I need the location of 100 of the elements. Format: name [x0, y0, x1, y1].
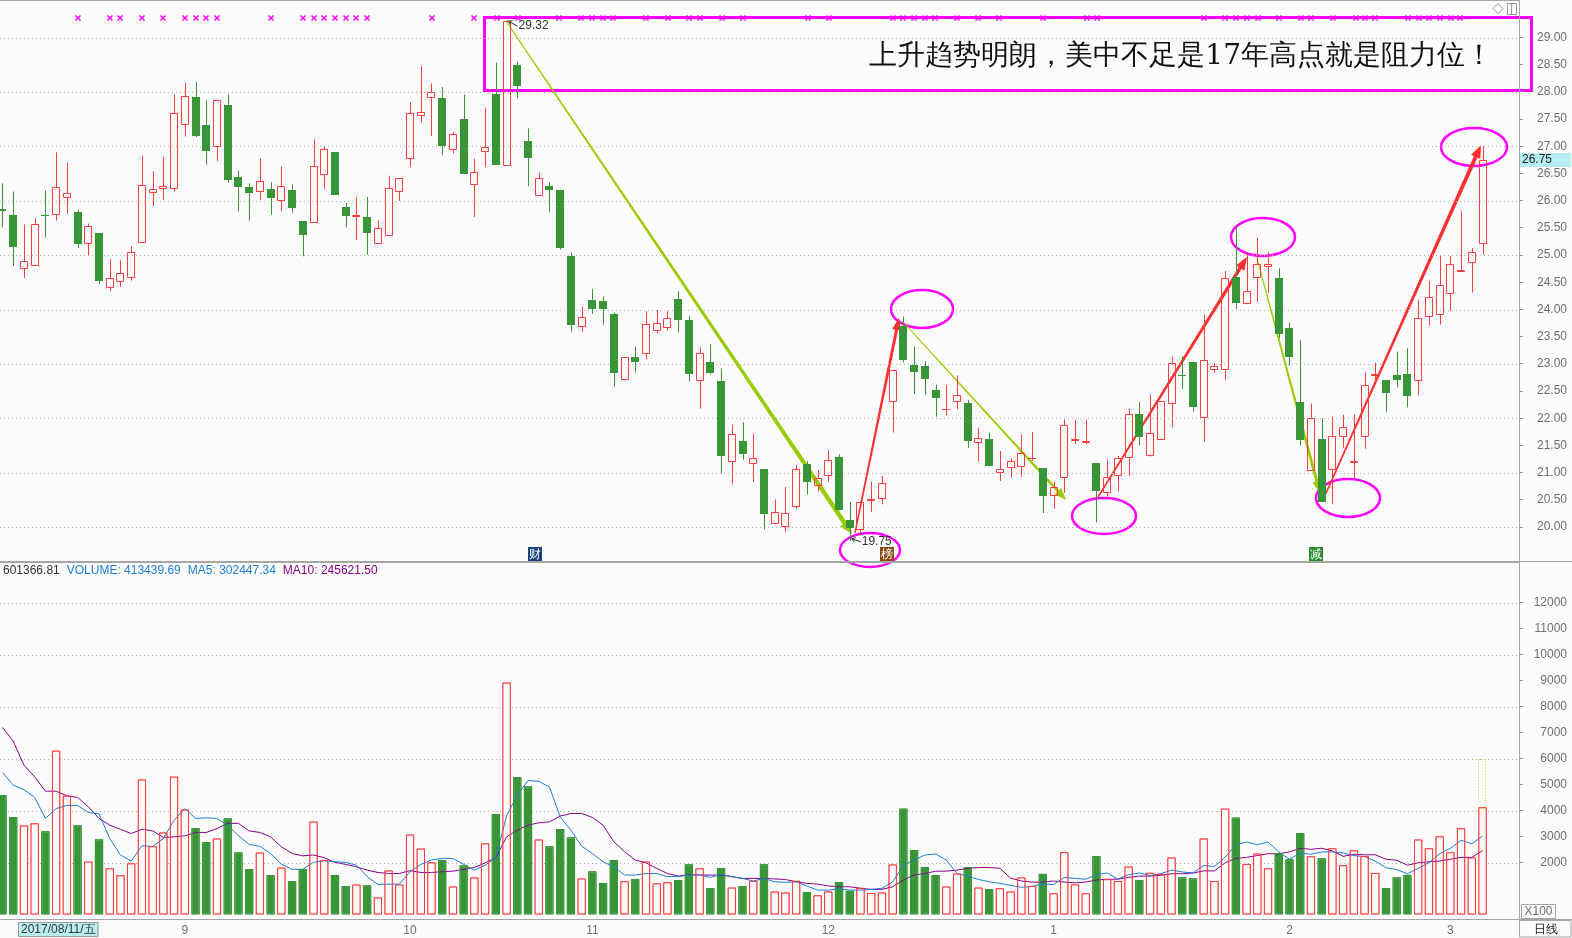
text: MA5: 302447.34 — [187, 563, 277, 578]
candlestick — [1393, 350, 1401, 388]
candlestick — [663, 310, 671, 332]
candlestick — [470, 158, 478, 218]
candlestick — [792, 464, 800, 510]
text: 日线 — [1533, 922, 1558, 937]
candlestick — [363, 196, 371, 256]
candlestick — [310, 138, 318, 223]
annotation: 19.75 — [861, 534, 893, 549]
y-tick-label: 28.00 — [1536, 84, 1568, 99]
candlestick — [1146, 393, 1154, 456]
candlestick — [631, 346, 639, 374]
candlestick — [889, 370, 897, 434]
candlestick — [342, 202, 350, 228]
y-tick-label: 22.50 — [1536, 383, 1568, 398]
annotation: 榜 — [881, 546, 893, 561]
candlestick — [1414, 299, 1422, 397]
candlestick — [749, 433, 757, 483]
candlestick — [1264, 251, 1272, 294]
candlestick — [1060, 418, 1068, 494]
candlestick — [1082, 419, 1090, 443]
candlestick — [31, 217, 39, 266]
y-tick-label: 20.00 — [1536, 519, 1568, 534]
candlestick — [588, 288, 596, 315]
candlestick — [52, 151, 60, 222]
candlestick — [1446, 255, 1454, 312]
candlestick — [1328, 416, 1336, 505]
y-tick-label: 29.00 — [1536, 29, 1568, 44]
annotation: 601366.81 — [3, 563, 61, 578]
candlestick — [932, 384, 940, 418]
candlestick — [385, 175, 393, 236]
candlestick — [953, 374, 961, 410]
candlestick — [63, 162, 71, 215]
candlestick — [277, 165, 285, 212]
annotation: 29.32 — [518, 18, 549, 33]
candlestick — [1425, 280, 1433, 326]
text: 26.75 — [1522, 152, 1553, 167]
candlestick — [1168, 355, 1176, 429]
candlestick — [481, 107, 489, 168]
text: MA10: 245621.50 — [282, 563, 378, 578]
candlestick — [84, 223, 92, 256]
y-tick-label: 10000 — [1533, 647, 1568, 662]
candlestick — [921, 360, 929, 396]
candlestick — [395, 178, 403, 202]
candlestick — [1253, 237, 1261, 303]
y-tick-label: 22.00 — [1536, 410, 1568, 425]
y-tick-label: 23.50 — [1536, 329, 1568, 344]
candlestick — [535, 171, 543, 196]
candlestick — [299, 220, 307, 257]
y-tick-label: 21.50 — [1536, 437, 1568, 452]
y-tick-label: 21.00 — [1536, 465, 1568, 480]
candlestick — [824, 449, 832, 482]
candlestick — [513, 60, 521, 99]
candlestick — [320, 145, 328, 190]
candlestick — [706, 343, 714, 375]
candlestick — [1017, 434, 1025, 478]
candlestick — [1243, 251, 1251, 304]
y-tick-label: 26.50 — [1536, 165, 1568, 180]
candlestick — [149, 170, 157, 207]
y-tick-label: 25.50 — [1536, 220, 1568, 235]
candlestick — [996, 450, 1004, 482]
y-tick-label: 11000 — [1534, 621, 1568, 636]
candlestick — [234, 170, 242, 212]
candlestick — [867, 480, 875, 513]
y-tick-label: 20.50 — [1536, 492, 1568, 507]
candlestick — [138, 155, 146, 243]
y-tick-label: 8000 — [1540, 699, 1568, 714]
candlestick — [1382, 379, 1390, 413]
y-tick-label: 24.00 — [1536, 301, 1568, 316]
candlestick — [974, 427, 982, 462]
candlestick — [1210, 362, 1218, 374]
candlestick — [1125, 408, 1133, 477]
candlestick — [1468, 247, 1476, 294]
candlestick — [1339, 414, 1347, 449]
y-tick-label: 5000 — [1540, 776, 1568, 791]
candlestick — [1436, 255, 1444, 326]
annotation: 减 — [1310, 546, 1322, 561]
candlestick — [41, 189, 49, 238]
y-tick-label: 12000 — [1533, 595, 1568, 610]
candlestick — [1457, 210, 1465, 272]
y-tick-label: 26.00 — [1536, 193, 1568, 208]
y-tick-label: 23.00 — [1536, 356, 1568, 371]
candlestick — [1403, 347, 1411, 408]
x-tick-label: 3 — [1447, 922, 1455, 937]
x-tick-label: 12 — [821, 922, 836, 937]
y-tick-label: 27.00 — [1536, 138, 1568, 153]
y-tick-label: 25.00 — [1536, 247, 1568, 262]
bar — [1478, 759, 1486, 809]
candlestick — [256, 157, 264, 201]
candlestick — [739, 421, 747, 461]
candlestick — [213, 100, 221, 162]
x-tick-label: 1 — [1050, 922, 1058, 937]
annotation: 上升趋势明朗，美中不足是17年高点就是阻力位！ — [869, 38, 1493, 72]
y-tick-label: 9000 — [1540, 673, 1568, 688]
candlestick — [856, 502, 864, 536]
x-tick-label: 2 — [1286, 922, 1294, 937]
candlestick — [728, 424, 736, 485]
y-tick-label: 3000 — [1540, 828, 1568, 843]
candlestick — [545, 181, 553, 213]
candlestick — [878, 475, 886, 505]
